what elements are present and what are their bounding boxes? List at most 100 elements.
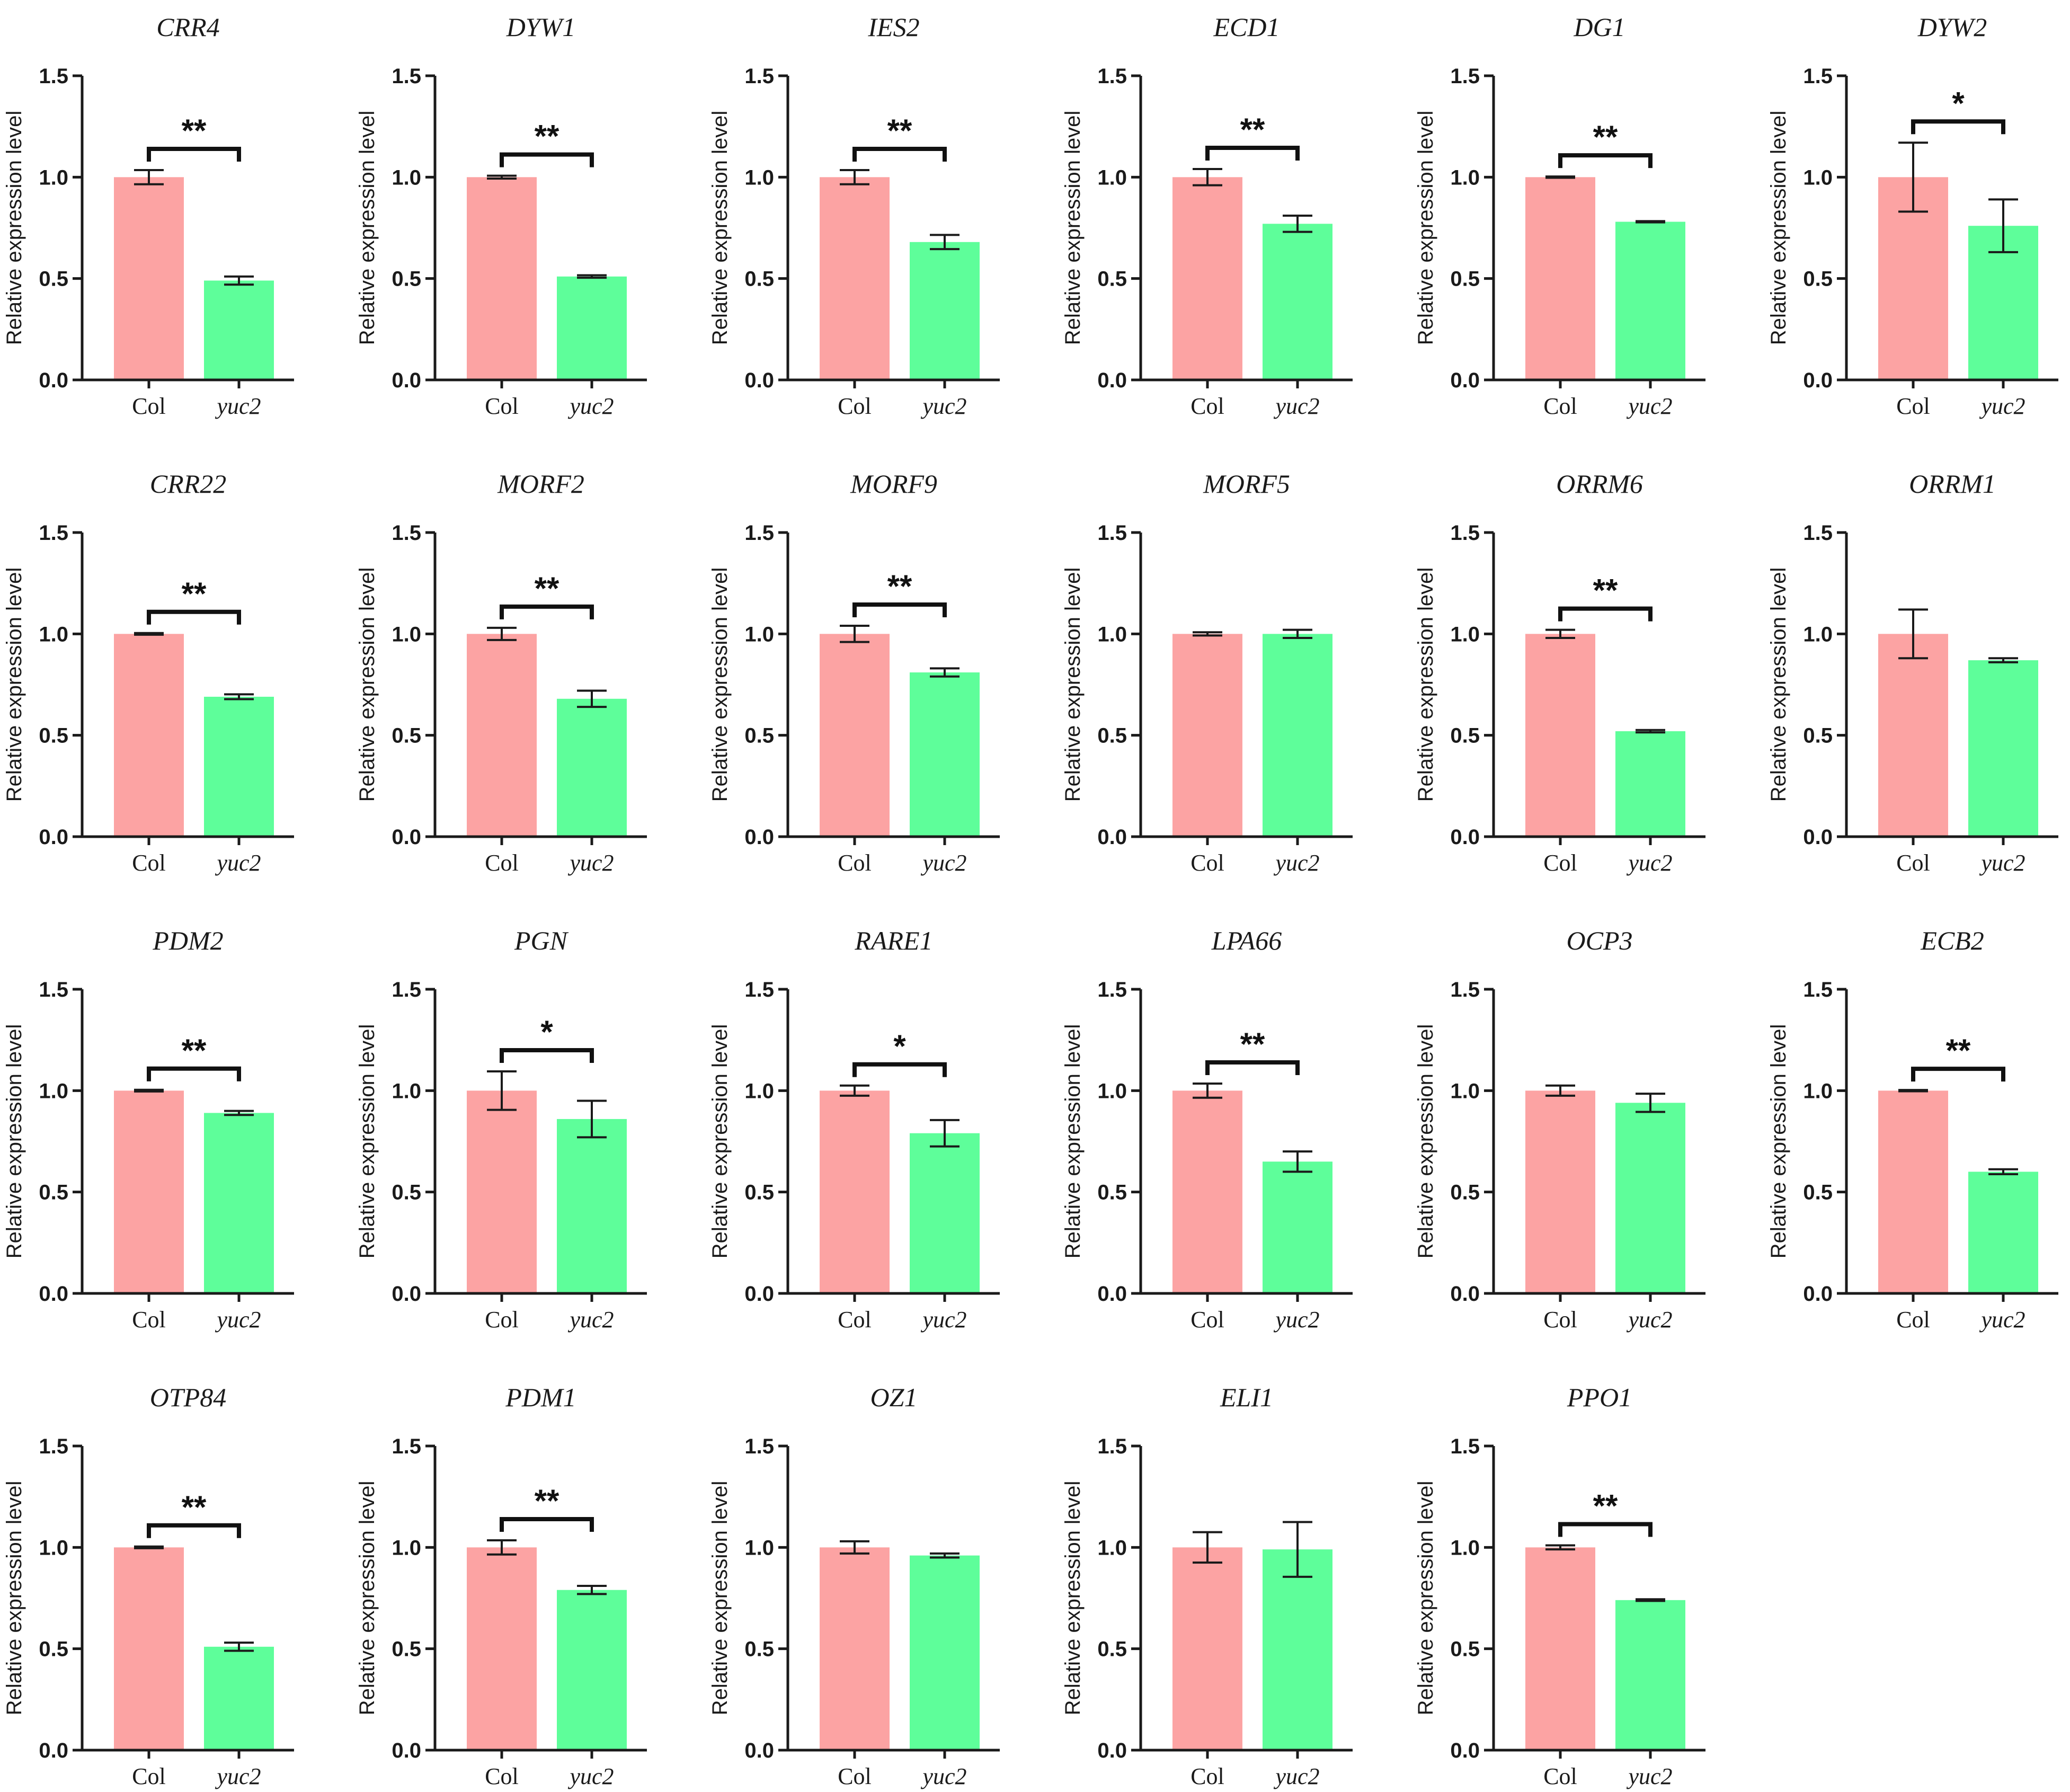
y-tick-label: 1.0 [1803,1079,1833,1103]
significance-bracket [1911,1067,2005,1082]
y-tick-label: 0.0 [392,369,421,392]
significance-label: ** [182,113,207,148]
y-tick-label: 0.0 [744,369,774,392]
significance-label: * [540,1014,553,1050]
y-tick-label: 0.0 [1097,369,1127,392]
panel-dyw2: DYW2 Relative expression level 0.0 0.5 1.0 1.… [1767,12,2058,419]
error-bar-col [134,168,164,185]
y-tick-label: 1.0 [744,166,774,189]
error-bar-yuc2 [1988,657,2018,663]
significance-label: * [893,1028,906,1064]
y-axis-label: Relative expression level [1061,567,1085,802]
y-tick-label: 1.0 [392,1079,421,1103]
x-tick-label-col: Col [485,1307,519,1333]
y-tick-label: 1.0 [1097,166,1127,189]
error-bar-yuc2 [577,1099,607,1139]
bar-yuc2 [910,1555,980,1750]
bar-col [114,177,184,380]
y-tick-label: 1.5 [1450,521,1480,545]
y-axis-label: Relative expression level [3,1024,26,1258]
significance-label: ** [182,576,207,611]
x-tick-label-col: Col [838,393,872,419]
x-tick-label-col: Col [838,1307,872,1333]
y-tick-label: 0.0 [744,1739,774,1762]
y-tick-label: 1.5 [1097,978,1127,1001]
x-tick-label-yuc2: yuc2 [215,1307,261,1333]
bar-yuc2 [1263,634,1332,837]
bar-col [1172,634,1242,837]
y-tick-label: 0.5 [1450,1181,1480,1204]
bar-yuc2 [1615,731,1685,837]
error-bar-col [1193,631,1222,637]
panel-title: CRR4 [156,12,219,42]
bar-yuc2 [1615,1600,1685,1750]
error-bar-yuc2 [577,1585,607,1595]
error-bar-yuc2 [1636,1598,1665,1602]
significance-label: ** [1593,1488,1618,1524]
y-tick-label: 1.5 [1450,978,1480,1001]
y-axis-label: Relative expression level [3,1481,26,1715]
panel-lpa66: LPA66 Relative expression level 0.0 0.5 1.0 1… [1061,926,1353,1333]
y-axis-label: Relative expression level [708,567,732,802]
significance-bracket [500,152,594,167]
x-tick-label-col: Col [838,850,872,876]
bar-yuc2 [1263,1161,1332,1293]
y-tick-label: 1.5 [1450,1435,1480,1458]
panel-title: DG1 [1573,12,1625,42]
bar-yuc2 [557,698,627,837]
error-bar-yuc2 [1283,628,1312,639]
x-tick-label-yuc2: yuc2 [1979,1307,2025,1333]
y-tick-label: 1.0 [1803,166,1833,189]
y-tick-label: 1.5 [1097,1435,1127,1458]
significance-bracket [1558,606,1653,622]
x-tick-label-yuc2: yuc2 [1979,393,2025,419]
error-bar-col [840,168,869,185]
panel-title: CRR22 [150,469,226,499]
y-axis-label: Relative expression level [1767,1024,1790,1258]
panel-pgn: PGN Relative expression level 0.0 0.5 1.0 1.5… [356,926,647,1333]
significance-bracket [1911,119,2005,135]
bar-col [1172,1547,1242,1750]
y-tick-label: 0.5 [1803,724,1833,748]
y-axis-label: Relative expression level [1061,111,1085,345]
panel-morf9: MORF9 Relative expression level 0.0 0.5 1.0 1… [708,469,1000,876]
y-tick-label: 1.5 [744,65,774,88]
panel-title: ELI1 [1220,1382,1273,1412]
x-tick-label-yuc2: yuc2 [1273,1307,1319,1333]
bar-col [467,1547,537,1750]
y-tick-label: 1.5 [39,521,68,545]
x-tick-label-yuc2: yuc2 [1626,1763,1672,1789]
y-tick-label: 0.0 [1450,826,1480,849]
significance-label: ** [1593,573,1618,608]
bar-col [114,1547,184,1750]
y-tick-label: 0.5 [744,1181,774,1204]
y-tick-label: 1.0 [39,166,68,189]
panel-orrm1: ORRM1 Relative expression level 0.0 0.5 1.0 1… [1767,469,2058,876]
y-tick-label: 0.5 [1803,1181,1833,1204]
x-tick-label-col: Col [132,393,166,419]
y-tick-label: 0.0 [1450,1282,1480,1306]
panel-dyw1: DYW1 Relative expression level 0.0 0.5 1.0 1.… [356,12,647,419]
y-tick-label: 1.0 [1097,1536,1127,1559]
x-tick-label-yuc2: yuc2 [567,1307,614,1333]
x-tick-label-col: Col [1191,1307,1224,1333]
y-tick-label: 0.0 [392,1739,421,1762]
error-bar-col [487,1539,517,1556]
panel-title: LPA66 [1211,926,1282,955]
y-tick-label: 0.5 [39,268,68,291]
y-tick-label: 0.0 [1097,826,1127,849]
y-axis-label: Relative expression level [1414,1481,1437,1715]
panel-title: PPO1 [1567,1382,1632,1412]
significance-bracket [147,1066,241,1081]
y-tick-label: 0.5 [744,268,774,291]
panel-crr22: CRR22 Relative expression level 0.0 0.5 1.0 1… [3,469,294,876]
bar-col [1525,1090,1595,1293]
x-tick-label-yuc2: yuc2 [1273,1763,1319,1789]
panel-title: PGN [514,926,569,955]
panel-orrm6: ORRM6 Relative expression level 0.0 0.5 1.0 1… [1414,469,1705,876]
y-tick-label: 0.5 [39,1638,68,1661]
y-tick-label: 1.0 [1097,1079,1127,1103]
error-bar-col [1545,628,1575,639]
error-bar-col [1193,168,1222,187]
x-tick-label-yuc2: yuc2 [1273,850,1319,876]
